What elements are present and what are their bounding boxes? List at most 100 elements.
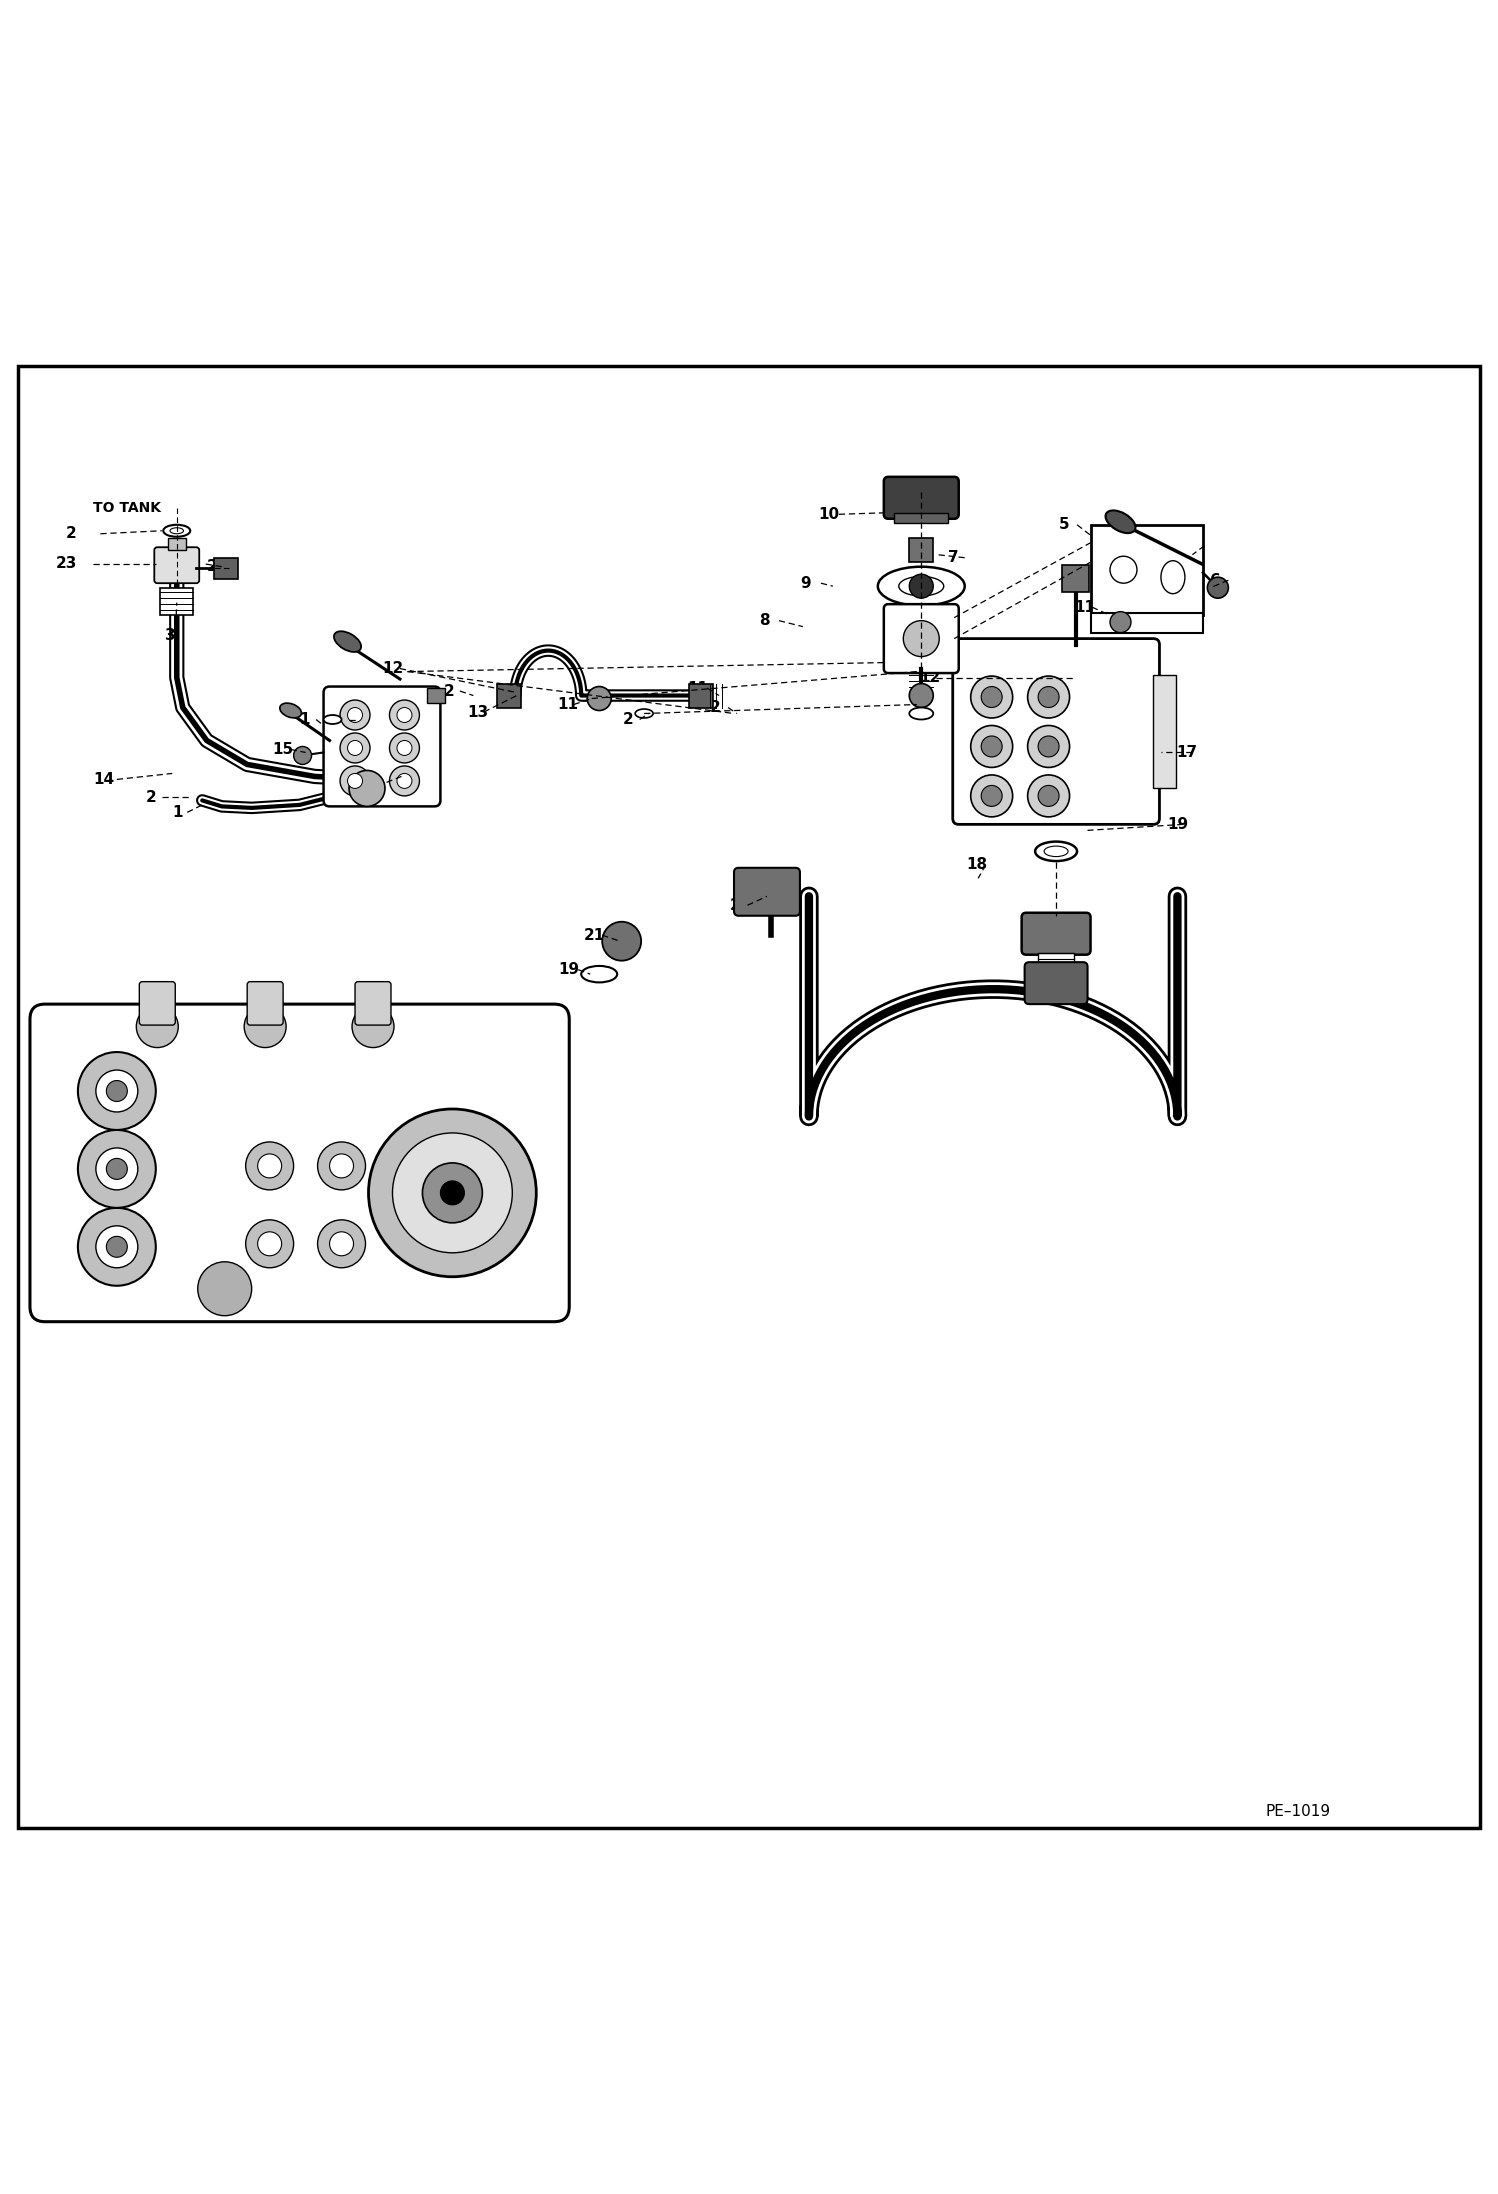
Bar [1091,612,1203,632]
Text: 2: 2 [145,790,156,805]
Circle shape [78,1053,156,1130]
Ellipse shape [581,965,617,983]
Text: PE–1019: PE–1019 [1266,1803,1330,1819]
FancyBboxPatch shape [884,476,959,518]
FancyBboxPatch shape [247,981,283,1025]
Circle shape [1038,785,1059,807]
Circle shape [258,1154,282,1178]
Circle shape [330,1154,354,1178]
FancyBboxPatch shape [154,546,199,584]
FancyBboxPatch shape [30,1005,569,1321]
Bar [894,513,948,522]
Circle shape [602,921,641,961]
Ellipse shape [1044,847,1068,856]
Text: 16: 16 [367,774,388,790]
Bar [1091,524,1203,614]
Text: 2: 2 [443,685,454,698]
Circle shape [440,1180,464,1205]
Text: 14: 14 [93,772,114,788]
Circle shape [246,1220,294,1268]
Circle shape [96,1226,138,1268]
Text: 2: 2 [333,713,343,726]
Bar [214,557,238,579]
Ellipse shape [635,709,653,717]
Circle shape [340,733,370,764]
Text: 3: 3 [165,627,175,643]
Text: 20: 20 [730,897,750,913]
Circle shape [981,687,1002,706]
Circle shape [318,1141,366,1189]
Text: 19: 19 [559,963,580,976]
Ellipse shape [1161,562,1185,595]
Circle shape [909,575,933,599]
Bar [1062,566,1089,592]
Text: 21: 21 [584,928,605,943]
Text: 11: 11 [688,680,709,695]
Text: 9: 9 [800,575,810,590]
Circle shape [78,1130,156,1209]
FancyBboxPatch shape [734,869,800,915]
Circle shape [587,687,611,711]
Circle shape [971,726,1013,768]
FancyBboxPatch shape [324,687,440,807]
Ellipse shape [324,715,342,724]
Circle shape [96,1147,138,1189]
Circle shape [348,774,363,788]
Circle shape [422,1163,482,1222]
Circle shape [397,774,412,788]
Bar [689,685,713,706]
Circle shape [330,1231,354,1255]
Circle shape [1028,774,1070,816]
Ellipse shape [1035,842,1077,860]
Circle shape [1038,687,1059,706]
FancyBboxPatch shape [884,603,959,674]
Circle shape [1110,557,1137,584]
Circle shape [1028,676,1070,717]
Ellipse shape [280,702,301,717]
Text: 5: 5 [1059,518,1070,533]
Text: 11: 11 [557,698,578,713]
Circle shape [198,1262,252,1316]
Circle shape [392,1132,512,1253]
FancyBboxPatch shape [1022,913,1091,954]
Bar [168,538,186,551]
Ellipse shape [899,577,944,597]
Bar [909,538,933,562]
Circle shape [352,1005,394,1047]
Text: 2: 2 [66,527,76,542]
Text: 11: 11 [1074,599,1095,614]
Text: 22: 22 [207,559,228,575]
FancyBboxPatch shape [1025,963,1088,1005]
Text: 1: 1 [300,713,310,726]
Bar [1038,952,1074,972]
Circle shape [981,785,1002,807]
Ellipse shape [163,524,190,538]
FancyBboxPatch shape [953,638,1159,825]
Bar [497,685,521,706]
Text: 17: 17 [1176,746,1197,759]
Circle shape [106,1158,127,1180]
Circle shape [397,742,412,755]
Text: 2: 2 [710,700,721,715]
Circle shape [136,1005,178,1047]
Text: 6: 6 [1210,573,1221,588]
Text: 13: 13 [467,704,488,720]
Circle shape [1028,726,1070,768]
Bar [160,588,193,614]
Circle shape [348,742,363,755]
FancyBboxPatch shape [139,981,175,1025]
Ellipse shape [169,529,183,533]
Circle shape [971,774,1013,816]
Text: TO TANK: TO TANK [93,500,160,516]
Bar [1153,674,1176,788]
Circle shape [1038,735,1059,757]
Text: 19: 19 [1167,816,1188,832]
Text: 8: 8 [759,612,770,627]
Text: 12: 12 [382,660,403,676]
Circle shape [78,1209,156,1286]
Circle shape [389,733,419,764]
Circle shape [340,700,370,731]
Circle shape [340,766,370,796]
Ellipse shape [1106,511,1135,533]
Circle shape [106,1079,127,1101]
